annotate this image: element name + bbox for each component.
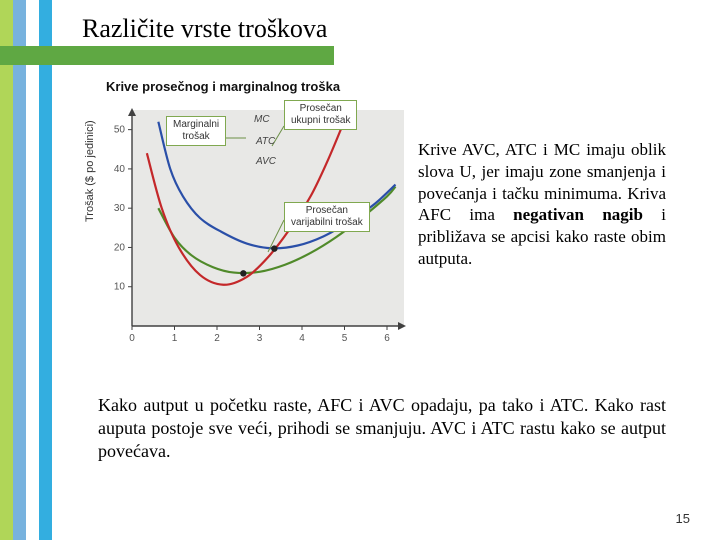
svg-text:1: 1 <box>172 333 178 344</box>
stripe-3 <box>26 0 39 540</box>
page-title: Različite vrste troškova <box>82 14 327 44</box>
svg-text:6: 6 <box>384 333 390 344</box>
svg-text:10: 10 <box>114 282 126 293</box>
svg-text:20: 20 <box>114 242 126 253</box>
page-number: 15 <box>676 511 690 526</box>
svg-text:50: 50 <box>114 125 126 136</box>
stripe-2 <box>13 0 26 540</box>
label-line1: Prosečan <box>300 103 342 114</box>
y-axis-label: Trošak ($ po jedinici) <box>84 120 96 222</box>
right-paragraph: Krive AVC, ATC i MC imaju oblik slova U,… <box>418 139 666 270</box>
chart-container: Krive prosečnog i marginalnog troška 102… <box>98 78 410 358</box>
stripe-4 <box>39 0 52 540</box>
label-line2: ukupni trošak <box>291 115 350 126</box>
label-box-marginal: Marginalni trošak <box>166 116 226 146</box>
svg-text:3: 3 <box>257 333 263 344</box>
curve-label-avc: AVC <box>256 156 276 167</box>
label-line2: trošak <box>182 131 209 142</box>
svg-text:30: 30 <box>114 203 126 214</box>
curve-label-mc: MC <box>254 114 270 125</box>
chart-title: Krive prosečnog i marginalnog troška <box>106 79 340 96</box>
bottom-paragraph: Kako autput u početku raste, AFC i AVC o… <box>98 394 666 463</box>
label-line1: Marginalni <box>173 119 219 130</box>
label-box-avc: Prosečan varijabilni trošak <box>284 202 370 232</box>
svg-text:4: 4 <box>299 333 305 344</box>
svg-text:40: 40 <box>114 164 126 175</box>
svg-text:0: 0 <box>129 333 135 344</box>
svg-text:5: 5 <box>342 333 348 344</box>
label-line1: Prosečan <box>306 205 348 216</box>
header-accent-band <box>0 46 334 65</box>
left-stripe-container <box>0 0 52 540</box>
label-line2: varijabilni trošak <box>291 217 363 228</box>
svg-text:2: 2 <box>214 333 220 344</box>
label-box-atc: Prosečan ukupni trošak <box>284 100 357 130</box>
stripe-1 <box>0 0 13 540</box>
curve-label-atc: ATC <box>256 136 275 147</box>
